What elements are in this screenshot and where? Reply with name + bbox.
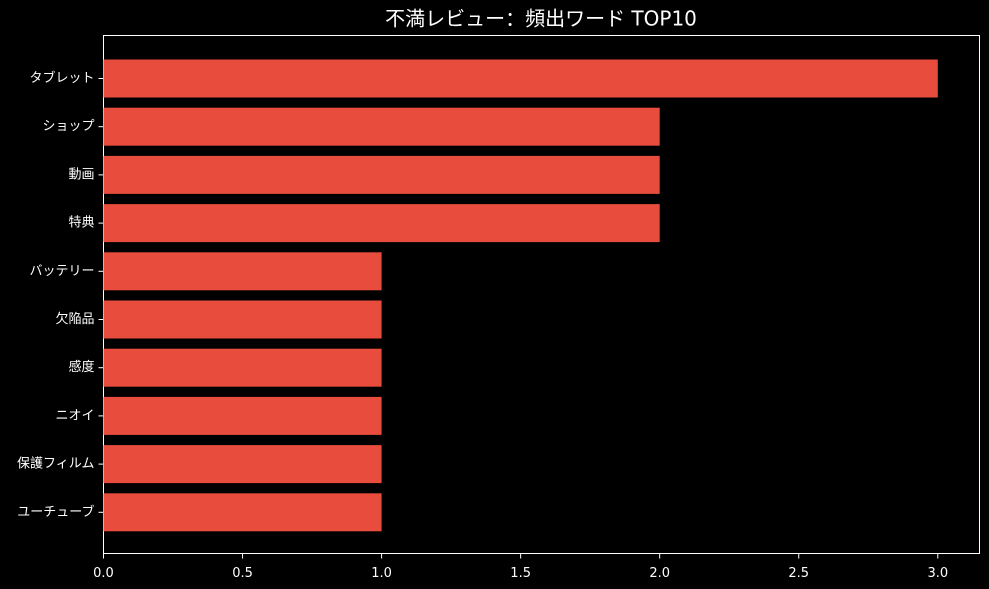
x-tick-label: 1.0	[371, 566, 392, 581]
y-tick-label: バッテリー	[29, 264, 94, 279]
bar	[103, 252, 382, 291]
bar	[103, 204, 660, 243]
bar	[103, 107, 660, 146]
y-tick-label: 感度	[68, 359, 94, 375]
y-tick-label: ショップ	[42, 119, 94, 134]
bar	[103, 59, 938, 98]
y-tick-label: ニオイ	[55, 408, 94, 423]
y-tick-label: 欠陥品	[55, 311, 94, 327]
chart-title: 不満レビュー：頻出ワード TOP10	[385, 7, 697, 31]
bar	[103, 445, 382, 484]
bar	[103, 493, 382, 532]
y-tick-label: 特典	[68, 216, 94, 231]
x-tick-label: 3.0	[927, 566, 948, 581]
bar	[103, 396, 382, 435]
plot-frame	[103, 35, 980, 554]
x-tick-label: 2.5	[788, 566, 809, 581]
bar	[103, 155, 660, 194]
x-tick-label: 1.5	[510, 566, 531, 581]
y-tick-label: ユーチューブ	[17, 504, 94, 520]
y-tick-label: タブレット	[29, 70, 94, 86]
x-tick-label: 0.5	[232, 566, 253, 581]
y-tick-label: 動画	[68, 167, 94, 182]
y-tick-label: 保護フィルム	[17, 456, 94, 472]
x-tick-label: 2.0	[649, 566, 670, 581]
x-tick-label: 0.0	[93, 566, 114, 581]
bar	[103, 348, 382, 387]
bar	[103, 300, 382, 339]
